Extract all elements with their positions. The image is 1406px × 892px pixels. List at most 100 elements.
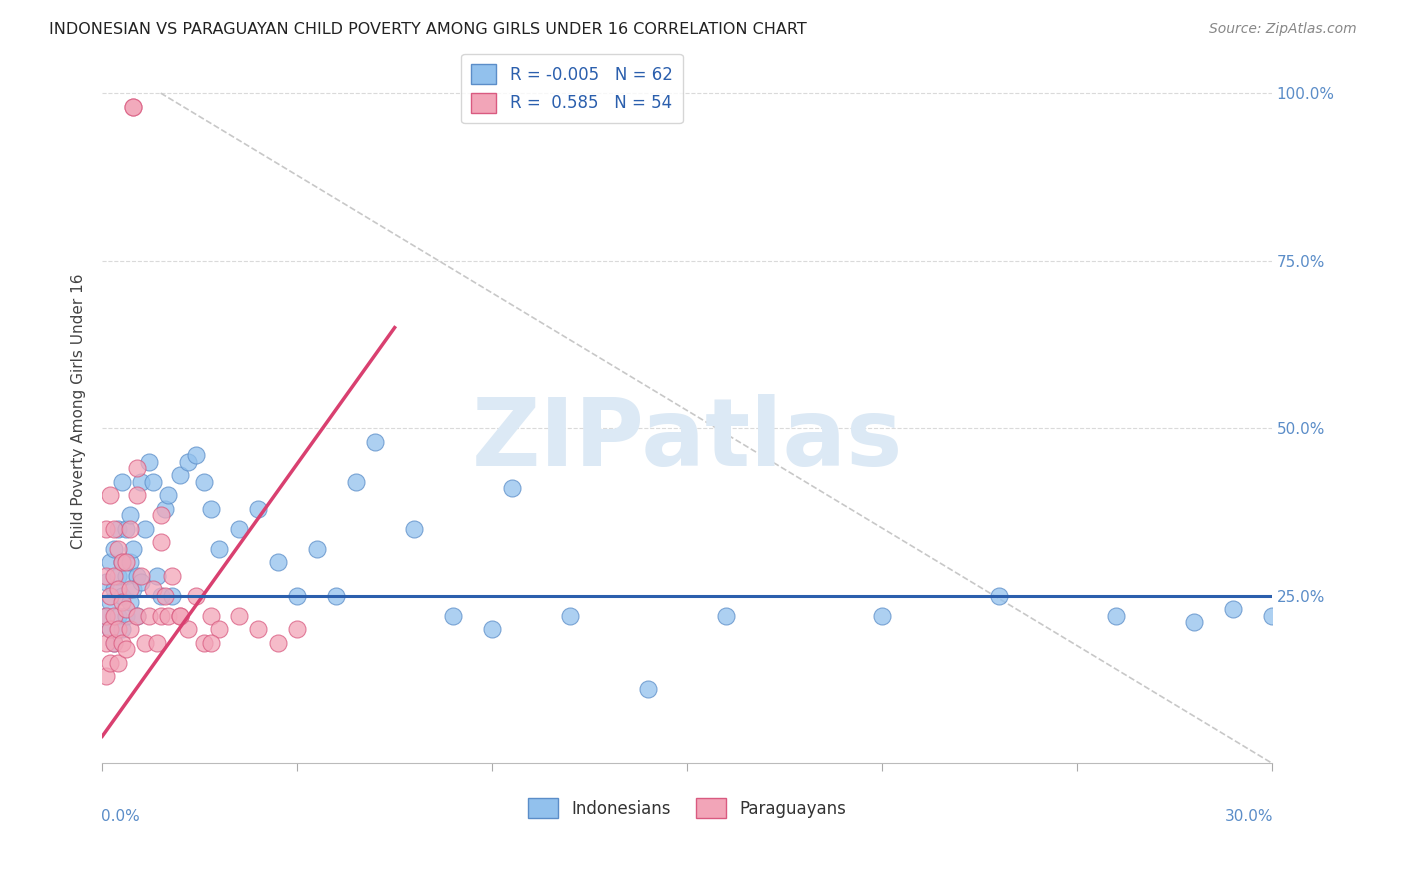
Point	[98, 656, 121, 670]
Point	[122, 541, 145, 556]
Point	[146, 568, 169, 582]
Point	[127, 568, 149, 582]
Point	[157, 488, 180, 502]
Point	[200, 608, 222, 623]
Point	[169, 468, 191, 483]
Point	[118, 595, 141, 609]
Point	[404, 522, 426, 536]
Point	[200, 501, 222, 516]
Point	[138, 455, 160, 469]
Point	[98, 589, 121, 603]
Point	[169, 608, 191, 623]
Point	[208, 622, 231, 636]
Point	[134, 522, 156, 536]
Point	[266, 635, 288, 649]
Point	[325, 589, 347, 603]
Point	[103, 635, 125, 649]
Point	[247, 622, 270, 636]
Point	[107, 522, 129, 536]
Point	[228, 522, 250, 536]
Point	[107, 622, 129, 636]
Point	[481, 622, 503, 636]
Point	[107, 656, 129, 670]
Point	[94, 608, 117, 623]
Point	[870, 608, 893, 623]
Point	[266, 555, 288, 569]
Point	[364, 434, 387, 449]
Point	[138, 608, 160, 623]
Point	[177, 622, 200, 636]
Point	[111, 555, 134, 569]
Point	[1105, 608, 1128, 623]
Point	[111, 622, 134, 636]
Point	[153, 589, 176, 603]
Point	[1182, 615, 1205, 630]
Point	[94, 669, 117, 683]
Point	[134, 635, 156, 649]
Point	[305, 541, 328, 556]
Point	[118, 582, 141, 596]
Point	[193, 475, 215, 489]
Point	[129, 475, 152, 489]
Y-axis label: Child Poverty Among Girls Under 16: Child Poverty Among Girls Under 16	[72, 274, 86, 549]
Point	[118, 522, 141, 536]
Point	[98, 622, 121, 636]
Text: 30.0%: 30.0%	[1225, 809, 1272, 824]
Point	[149, 608, 172, 623]
Point	[149, 589, 172, 603]
Point	[114, 555, 136, 569]
Point	[122, 582, 145, 596]
Point	[114, 568, 136, 582]
Point	[200, 635, 222, 649]
Point	[177, 455, 200, 469]
Point	[127, 608, 149, 623]
Point	[142, 582, 165, 596]
Point	[344, 475, 367, 489]
Point	[153, 501, 176, 516]
Point	[127, 608, 149, 623]
Point	[103, 608, 125, 623]
Point	[558, 608, 581, 623]
Text: INDONESIAN VS PARAGUAYAN CHILD POVERTY AMONG GIRLS UNDER 16 CORRELATION CHART: INDONESIAN VS PARAGUAYAN CHILD POVERTY A…	[49, 22, 807, 37]
Point	[103, 582, 125, 596]
Point	[94, 635, 117, 649]
Point	[157, 608, 180, 623]
Point	[285, 589, 308, 603]
Point	[285, 622, 308, 636]
Point	[118, 555, 141, 569]
Legend: Indonesians, Paraguayans: Indonesians, Paraguayans	[522, 791, 853, 825]
Point	[714, 608, 737, 623]
Point	[149, 535, 172, 549]
Point	[149, 508, 172, 523]
Point	[114, 642, 136, 657]
Text: 0.0%: 0.0%	[101, 809, 139, 824]
Point	[228, 608, 250, 623]
Point	[111, 555, 134, 569]
Point	[501, 482, 523, 496]
Point	[129, 575, 152, 590]
Point	[94, 522, 117, 536]
Point	[1261, 608, 1284, 623]
Point	[107, 568, 129, 582]
Point	[146, 635, 169, 649]
Point	[193, 635, 215, 649]
Point	[114, 602, 136, 616]
Point	[103, 522, 125, 536]
Point	[94, 575, 117, 590]
Point	[98, 488, 121, 502]
Point	[94, 608, 117, 623]
Point	[111, 635, 134, 649]
Point	[127, 461, 149, 475]
Point	[1222, 602, 1244, 616]
Point	[103, 541, 125, 556]
Point	[107, 582, 129, 596]
Point	[118, 622, 141, 636]
Point	[103, 635, 125, 649]
Point	[127, 488, 149, 502]
Point	[94, 568, 117, 582]
Point	[114, 608, 136, 623]
Point	[162, 589, 184, 603]
Point	[118, 508, 141, 523]
Point	[111, 589, 134, 603]
Point	[988, 589, 1011, 603]
